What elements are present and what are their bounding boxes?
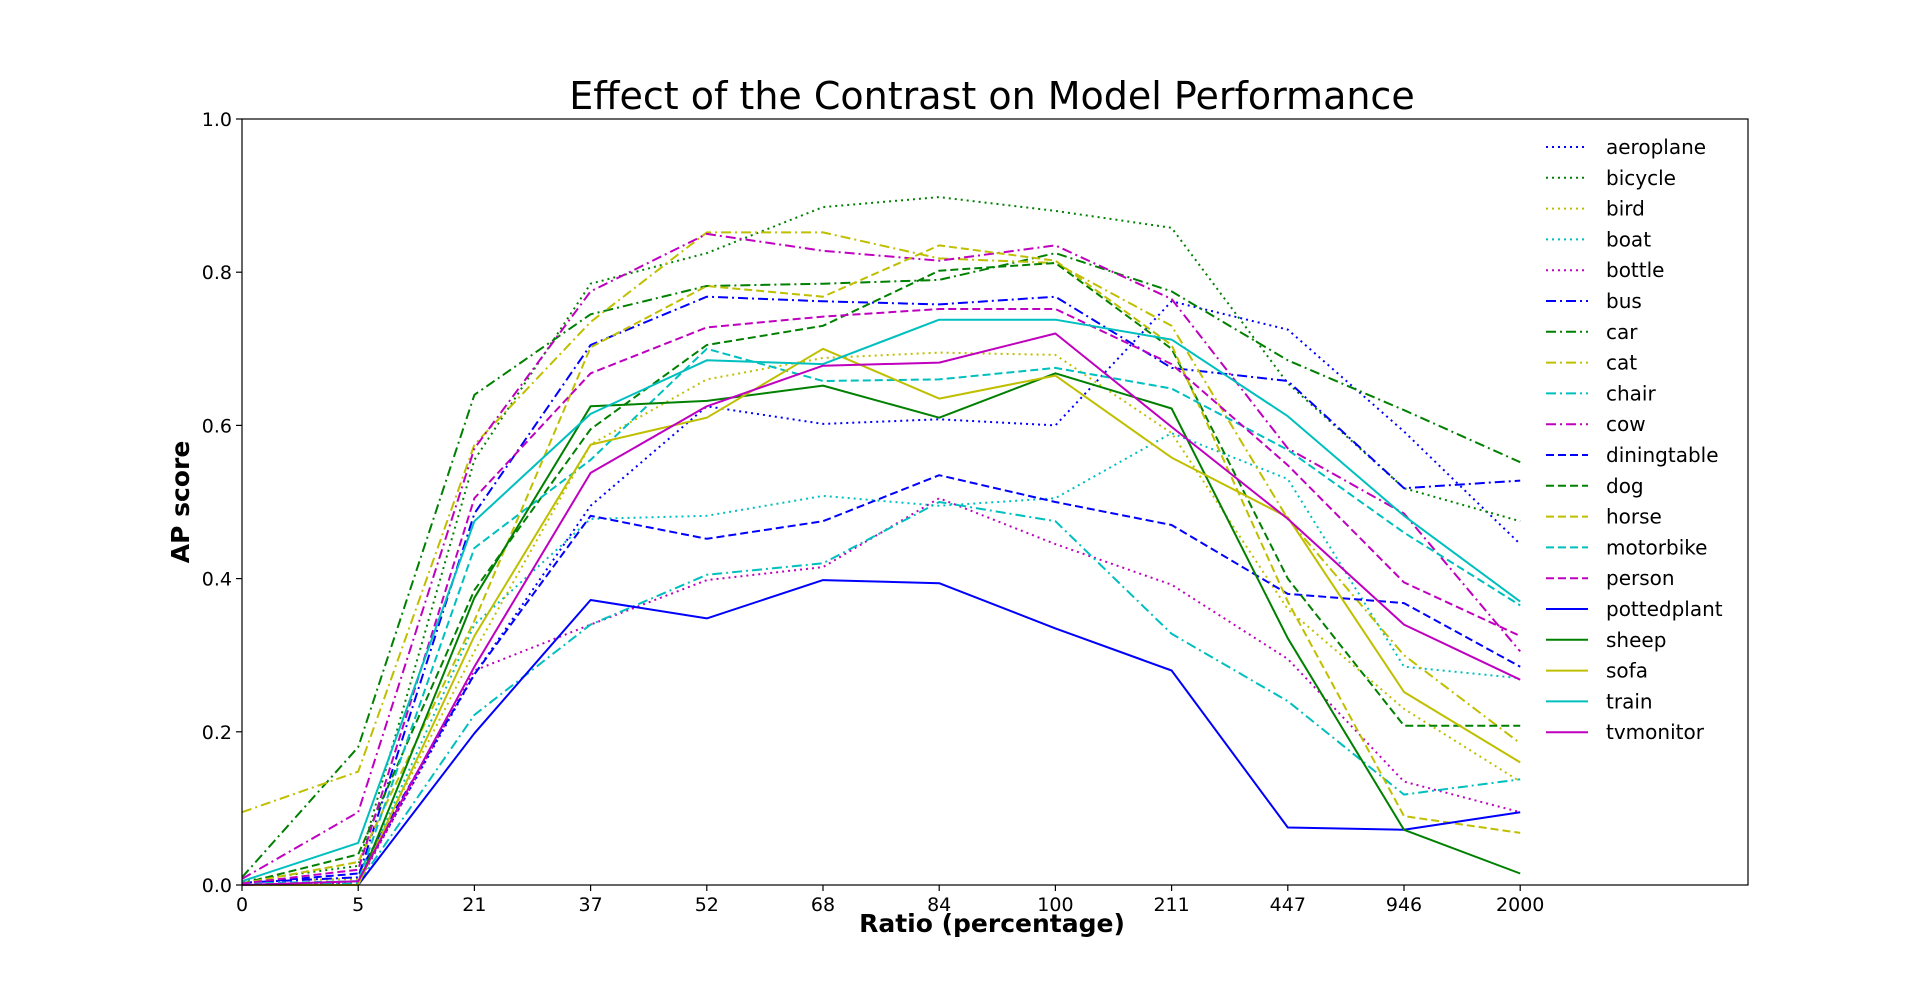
series-line-diningtable <box>241 474 1521 885</box>
legend-label-chair: chair <box>1606 381 1656 405</box>
series-line-bottle <box>241 497 1521 886</box>
legend-label-boat: boat <box>1606 227 1651 251</box>
y-tick-label: 0.4 <box>202 569 232 591</box>
legend-label-sheep: sheep <box>1606 628 1666 652</box>
legend-label-horse: horse <box>1606 505 1662 529</box>
series-line-train <box>241 318 1521 883</box>
legend-label-diningtable: diningtable <box>1606 443 1719 467</box>
y-tick-label: 0.0 <box>202 875 232 897</box>
series-line-bus <box>241 295 1521 884</box>
x-tick-label: 2000 <box>1496 894 1544 916</box>
series-line-person <box>241 308 1521 885</box>
series-line-sheep <box>242 372 1521 886</box>
x-tick-label: 0 <box>236 894 248 916</box>
legend-label-pottedplant: pottedplant <box>1606 597 1723 621</box>
series-line-horse <box>241 244 1521 885</box>
series-line-sofa <box>242 347 1521 886</box>
x-tick-label: 447 <box>1270 894 1306 916</box>
x-tick-label: 84 <box>927 894 951 916</box>
series-line-car <box>241 252 1521 878</box>
chart-title: Effect of the Contrast on Model Performa… <box>569 74 1414 118</box>
legend-label-tvmonitor: tvmonitor <box>1606 720 1705 744</box>
series-line-bicycle <box>241 196 1521 883</box>
x-tick-label: 946 <box>1386 894 1422 916</box>
legend-label-motorbike: motorbike <box>1606 535 1707 559</box>
legend-label-cat: cat <box>1606 351 1637 375</box>
series-line-motorbike <box>241 347 1521 885</box>
series-line-bird <box>241 351 1521 883</box>
series-line-dog <box>241 262 1521 885</box>
legend-label-person: person <box>1606 566 1675 590</box>
legend-label-train: train <box>1606 689 1653 713</box>
x-tick-label: 52 <box>695 894 719 916</box>
plot-frame <box>241 118 1749 886</box>
x-tick-label: 68 <box>811 894 835 916</box>
legend-label-cow: cow <box>1606 412 1646 436</box>
x-tick-label: 211 <box>1153 894 1189 916</box>
legend-label-dog: dog <box>1606 474 1644 498</box>
series-line-cat <box>241 231 1521 814</box>
legend-label-sofa: sofa <box>1606 659 1648 683</box>
series-line-pottedplant <box>242 579 1521 886</box>
legend-label-bus: bus <box>1606 289 1642 313</box>
series-line-aeroplane <box>241 300 1521 886</box>
x-tick-label: 100 <box>1037 894 1073 916</box>
x-tick-label: 37 <box>579 894 603 916</box>
legend-label-bottle: bottle <box>1606 258 1664 282</box>
x-tick-label: 5 <box>352 894 364 916</box>
series-line-tvmonitor <box>241 332 1521 886</box>
y-tick-label: 0.2 <box>202 722 232 744</box>
y-tick-label: 0.6 <box>202 415 232 437</box>
legend-label-bicycle: bicycle <box>1606 166 1676 190</box>
x-axis-label: Ratio (percentage) <box>859 909 1125 938</box>
x-tick-label: 21 <box>462 894 486 916</box>
legend-label-car: car <box>1606 320 1638 344</box>
y-tick-label: 1.0 <box>202 109 232 131</box>
y-tick-label: 0.8 <box>202 262 232 284</box>
legend-label-bird: bird <box>1606 197 1645 221</box>
legend-label-aeroplane: aeroplane <box>1606 135 1706 159</box>
plot-area: 0 5 21 37 52 68 84 100 211 447 946 2000 0.0 0.2 0.4 0.6… <box>202 109 1749 916</box>
series-line-chair <box>241 501 1521 886</box>
y-axis-label: AP score <box>166 441 195 564</box>
series-line-boat <box>241 432 1521 885</box>
legend: aeroplane bicycle bird boat bottle bus car cat c… <box>1546 135 1723 744</box>
